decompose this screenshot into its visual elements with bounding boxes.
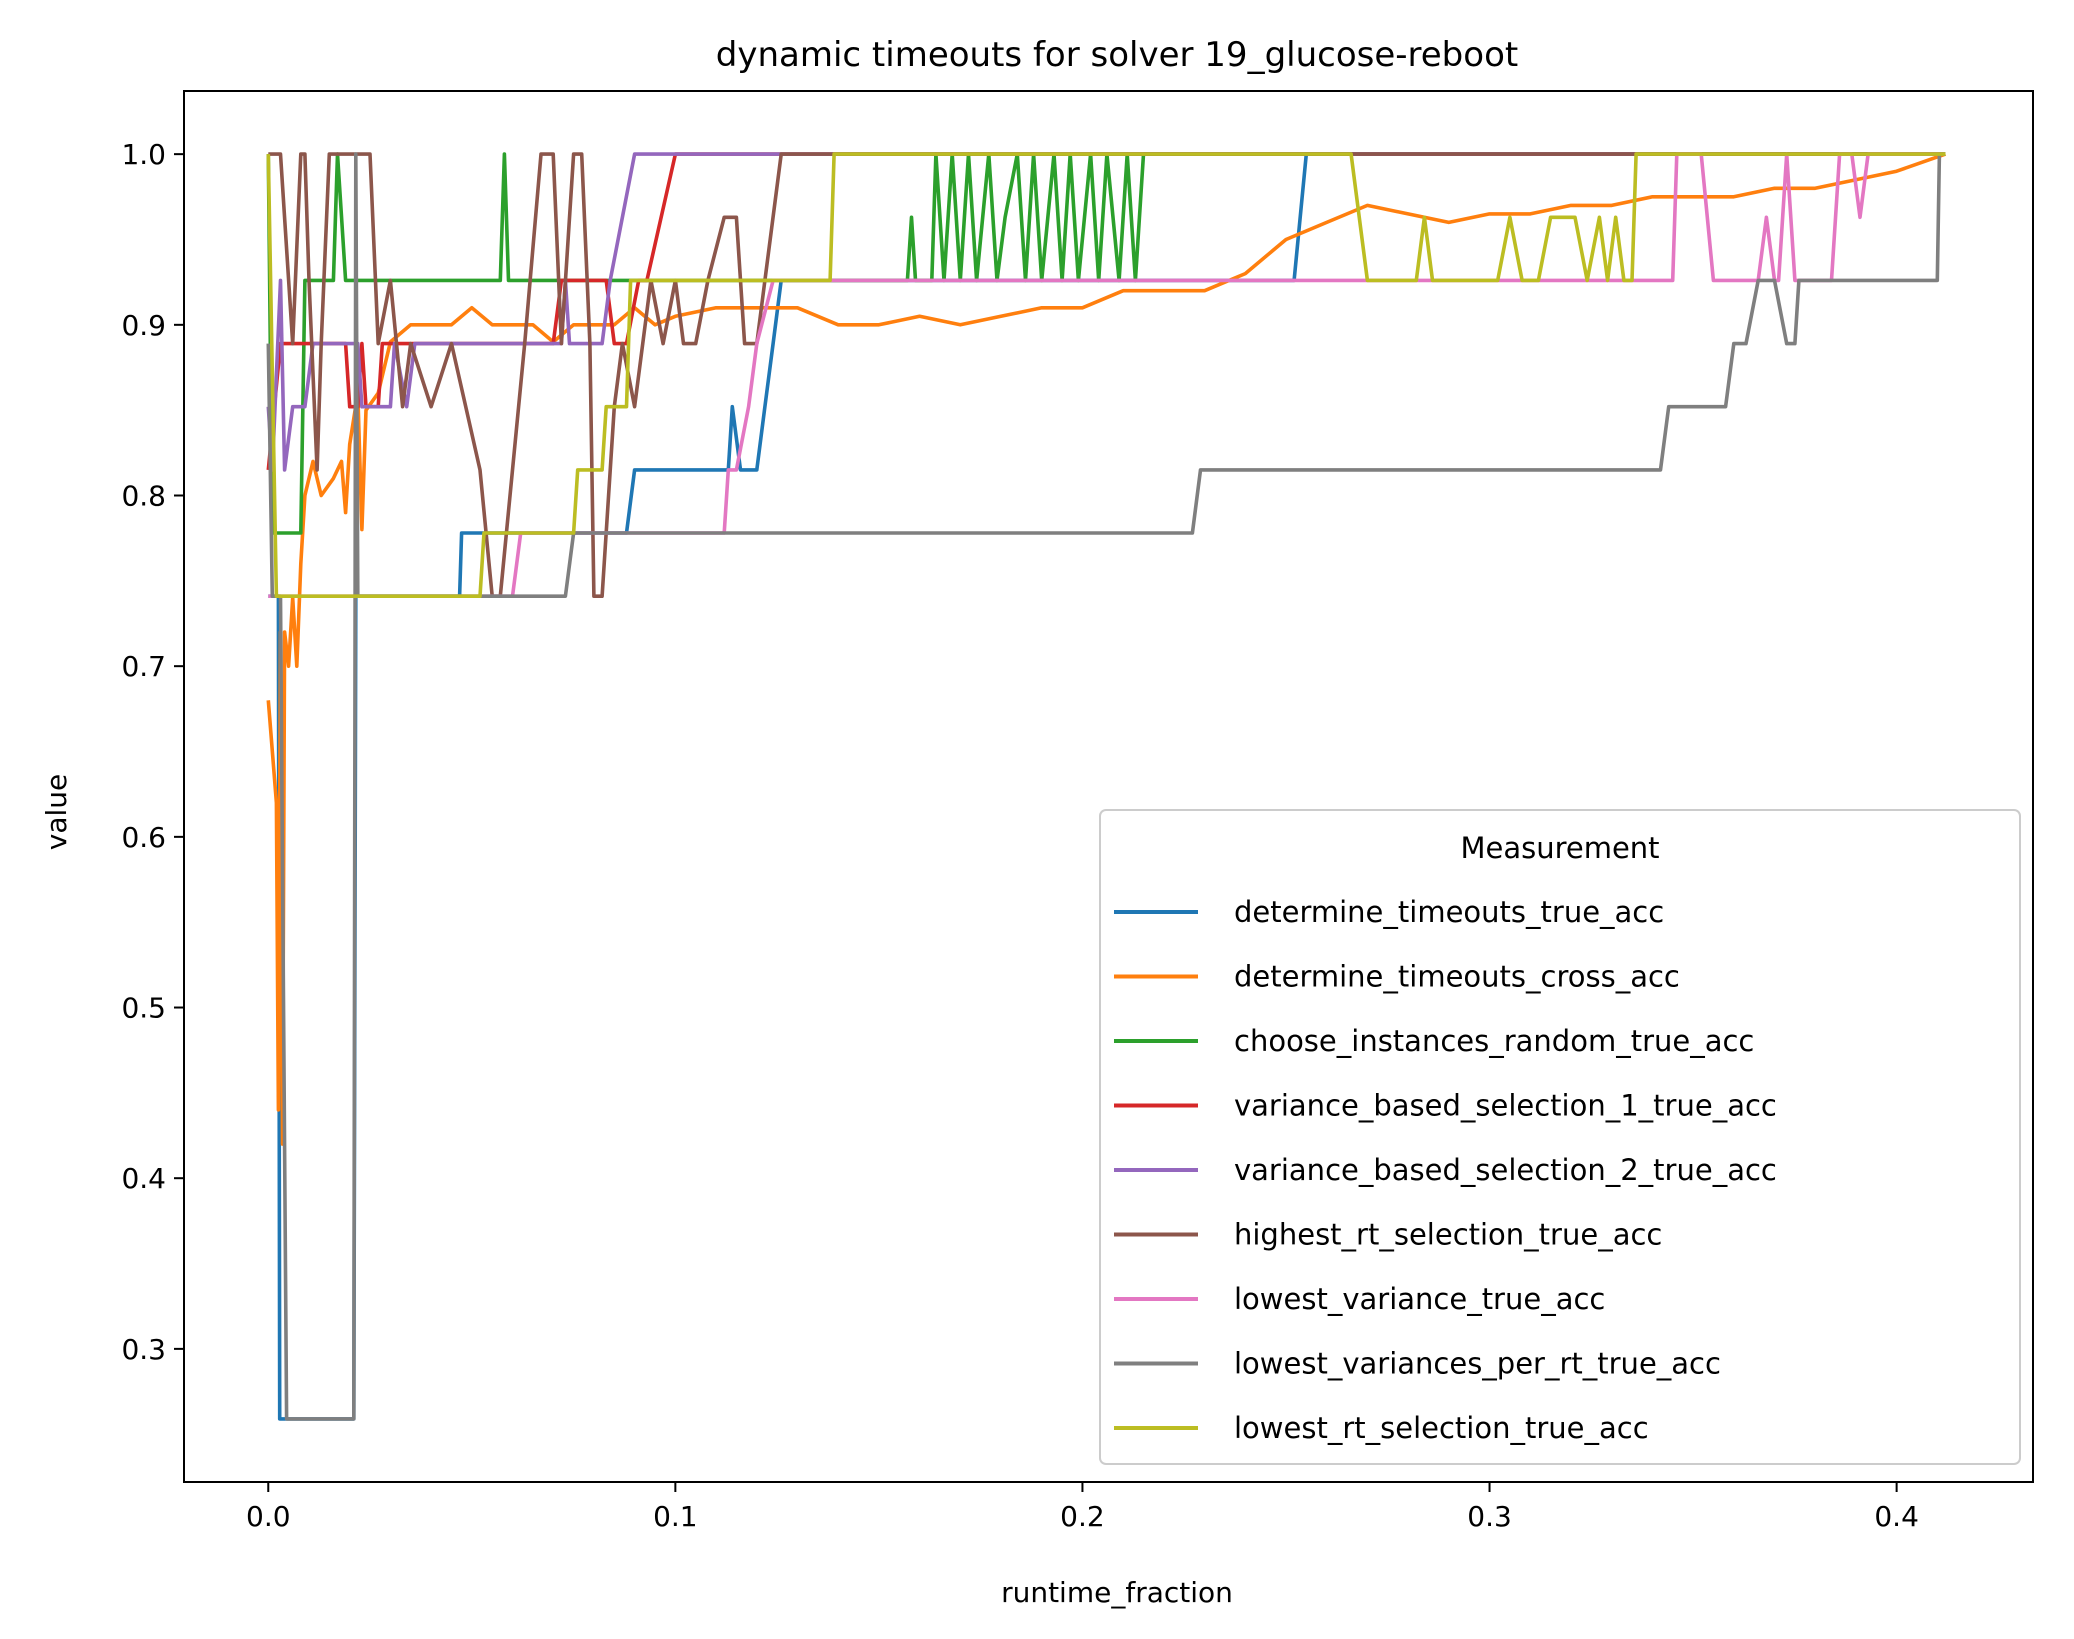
y-tick-label: 0.9 xyxy=(121,309,166,342)
legend-entry: determine_timeouts_cross_acc xyxy=(1234,960,1680,994)
plot-frame xyxy=(183,90,2034,1483)
legend-entry: choose_instances_random_true_acc xyxy=(1234,1024,1754,1058)
legend-entry: variance_based_selection_2_true_acc xyxy=(1234,1153,1777,1187)
y-tick-label: 0.3 xyxy=(121,1333,166,1366)
series-line-lowest_rt_selection_true_acc xyxy=(266,152,1946,598)
x-tick-label: 0.3 xyxy=(1467,1500,1512,1533)
x-tick-label: 0.4 xyxy=(1874,1500,1919,1533)
legend-entry: lowest_variances_per_rt_true_acc xyxy=(1234,1347,1721,1381)
y-tick-label: 0.7 xyxy=(121,650,166,683)
series-line-choose_instances_random_true_acc xyxy=(266,152,1946,535)
series-line-highest_rt_selection_true_acc xyxy=(268,152,1946,598)
y-tick-label: 0.5 xyxy=(121,992,166,1025)
series-line-lowest_variances_per_rt_true_acc xyxy=(266,152,1946,1421)
legend-title: Measurement xyxy=(1460,831,1659,865)
x-tick-label: 0.0 xyxy=(246,1500,291,1533)
plot-area xyxy=(266,152,1947,1421)
chart-title: dynamic timeouts for solver 19_glucose-r… xyxy=(716,35,1518,75)
legend-entry: variance_based_selection_1_true_acc xyxy=(1234,1089,1777,1123)
legend-entry: determine_timeouts_true_acc xyxy=(1234,895,1664,929)
legend-entry: lowest_rt_selection_true_acc xyxy=(1234,1411,1649,1445)
legend: Measurement determine_timeouts_true_accde… xyxy=(1099,809,2021,1465)
y-tick-label: 1.0 xyxy=(121,138,166,171)
legend-entry: highest_rt_selection_true_acc xyxy=(1234,1218,1662,1252)
axis-ticks: 0.0 0.1 0.2 0.3 0.4 0.3 0.4 0.5 0.6 0.7 0.8 0.9 1.0 xyxy=(121,138,1918,1533)
y-tick-label: 0.8 xyxy=(121,479,166,512)
y-tick-label: 0.4 xyxy=(121,1162,166,1195)
y-axis-label: value xyxy=(40,774,73,850)
y-tick-label: 0.6 xyxy=(121,821,166,854)
x-axis-label: runtime_fraction xyxy=(1001,1576,1233,1609)
x-tick-label: 0.2 xyxy=(1060,1500,1105,1533)
legend-frame xyxy=(1099,809,2021,1465)
series-line-variance_based_selection_2_true_acc xyxy=(266,152,1946,472)
x-tick-label: 0.1 xyxy=(653,1500,698,1533)
legend-entry: lowest_variance_true_acc xyxy=(1234,1282,1605,1316)
